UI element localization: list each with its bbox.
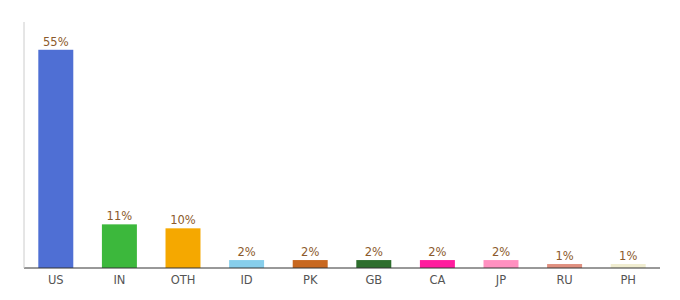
x-tick-label: PH bbox=[620, 273, 636, 287]
x-tick-label: ID bbox=[240, 273, 252, 287]
bars bbox=[38, 50, 645, 268]
bar bbox=[484, 260, 519, 268]
chart-container: 55% 11% 10% 2% 2% 2% 2% 2% 1% 1% US IN OTH ID PK GB CA JP… bbox=[0, 0, 680, 300]
data-label: 2% bbox=[237, 245, 255, 259]
bar bbox=[38, 50, 73, 268]
bar bbox=[547, 264, 582, 268]
bar bbox=[420, 260, 455, 268]
data-label: 2% bbox=[365, 245, 383, 259]
x-tick-label: OTH bbox=[171, 273, 196, 287]
chart-svg: 55% 11% 10% 2% 2% 2% 2% 2% 1% 1% US IN OTH ID PK GB CA JP… bbox=[0, 0, 680, 300]
data-label: 2% bbox=[301, 245, 319, 259]
data-label: 1% bbox=[619, 249, 637, 263]
x-tick-label: US bbox=[48, 273, 64, 287]
x-tick-label: GB bbox=[365, 273, 382, 287]
data-label: 10% bbox=[170, 213, 196, 227]
data-label: 1% bbox=[555, 249, 573, 263]
x-tick-label: RU bbox=[556, 273, 572, 287]
bar bbox=[611, 264, 646, 268]
bar bbox=[293, 260, 328, 268]
data-labels: 55% 11% 10% 2% 2% 2% 2% 2% 1% 1% bbox=[43, 35, 637, 263]
bar bbox=[166, 228, 201, 268]
y-axis-line bbox=[24, 22, 25, 268]
x-tick-label: PK bbox=[303, 273, 318, 287]
data-label: 2% bbox=[428, 245, 446, 259]
x-tick-label: IN bbox=[113, 273, 125, 287]
x-axis-line bbox=[24, 268, 660, 269]
data-label: 2% bbox=[492, 245, 510, 259]
x-axis: US IN OTH ID PK GB CA JP RU PH bbox=[24, 268, 660, 287]
x-tick-label: CA bbox=[429, 273, 445, 287]
data-label: 55% bbox=[43, 35, 69, 49]
bar bbox=[102, 224, 137, 268]
bar bbox=[229, 260, 264, 268]
data-label: 11% bbox=[107, 209, 133, 223]
bar bbox=[356, 260, 391, 268]
x-tick-label: JP bbox=[495, 273, 506, 287]
